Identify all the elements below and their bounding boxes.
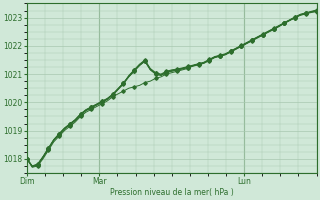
X-axis label: Pression niveau de la mer( hPa ): Pression niveau de la mer( hPa ): [110, 188, 234, 197]
